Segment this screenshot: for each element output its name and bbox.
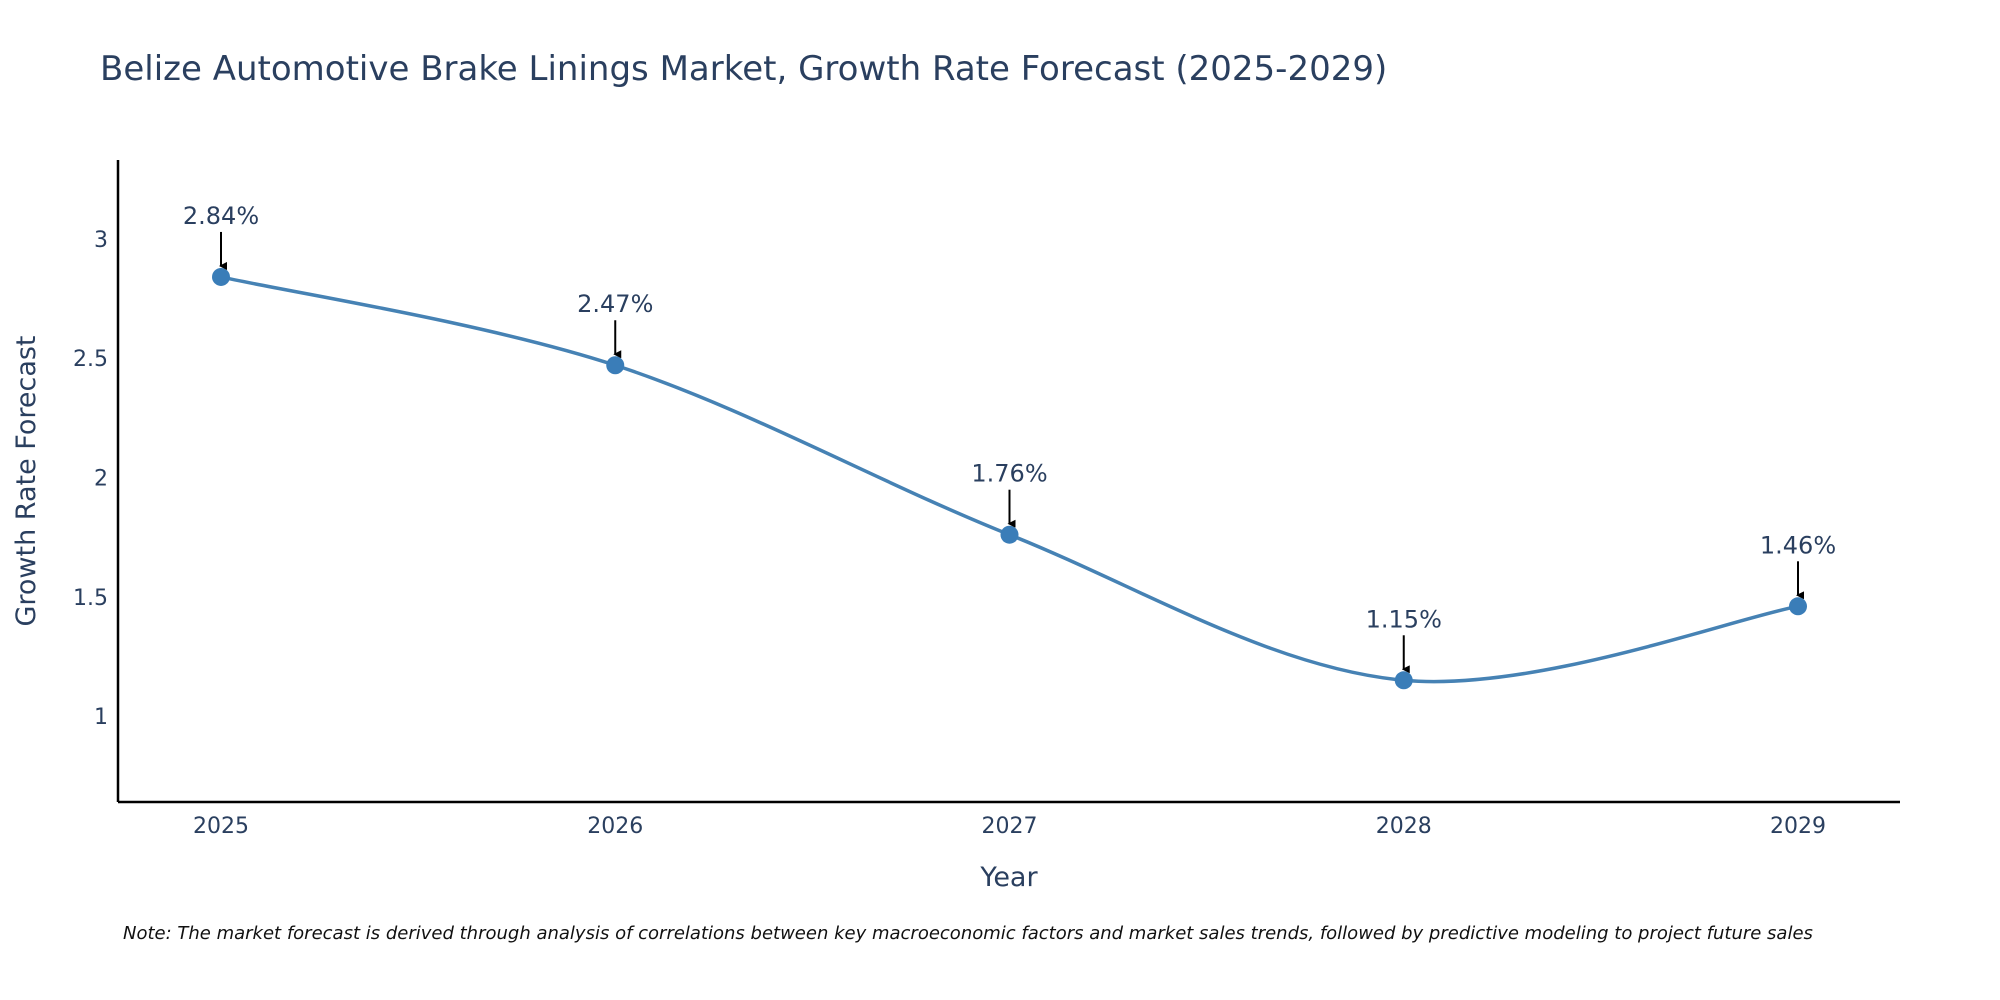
x-axis-title: Year — [979, 862, 1038, 893]
data-point — [1000, 525, 1019, 544]
x-tick-label: 2027 — [982, 814, 1038, 839]
data-label: 1.46% — [1760, 531, 1836, 559]
markers — [212, 267, 1807, 690]
data-point — [1789, 597, 1807, 616]
y-ticks: 1 1.5 2 2.5 3 — [73, 228, 108, 730]
chart-title: Belize Automotive Brake Linings Market, … — [100, 49, 1387, 89]
footnote: Note: The market forecast is derived thr… — [123, 923, 1813, 944]
y-tick-label: 3 — [94, 228, 108, 253]
annotations: 2.84% 2.47% 1.76% 1.15% 1.46% — [183, 202, 1836, 674]
x-tick-label: 2028 — [1376, 814, 1432, 839]
x-tick-label: 2029 — [1770, 814, 1826, 839]
data-label: 1.76% — [971, 460, 1047, 488]
data-label: 1.15% — [1366, 605, 1442, 633]
y-tick-label: 2 — [94, 466, 108, 491]
x-tick-label: 2025 — [193, 814, 249, 839]
x-ticks: 2025 2026 2027 2028 2029 — [193, 814, 1826, 839]
data-label: 2.84% — [183, 202, 259, 230]
y-tick-label: 1.5 — [73, 586, 108, 611]
plot-area: 1 1.5 2 2.5 3 2025 2026 2027 2028 2029 2.84% 2.47… — [73, 160, 1900, 839]
y-tick-label: 1 — [94, 705, 108, 730]
data-point — [1394, 671, 1413, 690]
data-point — [212, 267, 230, 286]
data-point — [606, 356, 625, 375]
x-tick-label: 2026 — [587, 814, 643, 839]
y-axis-title: Growth Rate Forecast — [11, 335, 42, 626]
y-tick-label: 2.5 — [73, 347, 108, 372]
data-label: 2.47% — [577, 290, 653, 318]
